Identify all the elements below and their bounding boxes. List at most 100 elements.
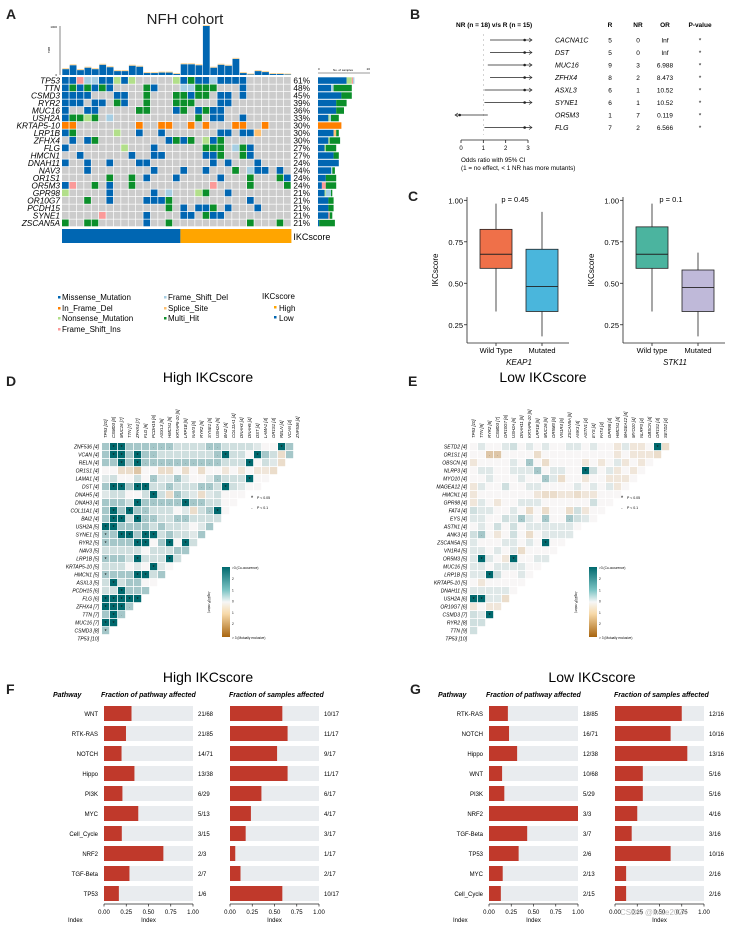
cooccurrence-cell bbox=[174, 515, 182, 523]
cooccurrence-cell bbox=[190, 475, 198, 483]
mutation-cell bbox=[247, 84, 254, 92]
cooccurrence-cell bbox=[526, 475, 534, 483]
mutation-cell bbox=[173, 197, 180, 204]
legend-swatch bbox=[58, 296, 61, 299]
mutation-cell bbox=[91, 92, 99, 99]
cooccurrence-cell bbox=[478, 483, 486, 491]
tmb-bar-cap bbox=[173, 73, 181, 75]
mutation-cell bbox=[136, 152, 143, 159]
mutation-cell bbox=[113, 144, 121, 152]
mutation-cell bbox=[91, 99, 99, 107]
cooccurrence-cell bbox=[494, 451, 502, 459]
cooccurrence-cell bbox=[166, 563, 174, 571]
pathway-fraction-label: 12/38 bbox=[583, 752, 599, 758]
pathway-label: TGF-Beta bbox=[72, 872, 99, 878]
cooccurrence-cell bbox=[110, 563, 118, 571]
cooccurrence-cell bbox=[182, 531, 190, 539]
box-iqr bbox=[479, 228, 513, 269]
mutation-cell bbox=[143, 129, 151, 137]
mutation-cell bbox=[247, 114, 254, 122]
mutation-cell bbox=[136, 197, 143, 204]
mutation-cell bbox=[113, 99, 121, 107]
forest-cell: 0 bbox=[636, 38, 640, 45]
mutation-cell bbox=[254, 99, 262, 107]
mutation-cell bbox=[173, 219, 180, 227]
cooccurrence-cell bbox=[470, 555, 478, 563]
mutation-cell bbox=[76, 167, 84, 174]
forest-point bbox=[523, 88, 526, 92]
cooccurrence-cell bbox=[622, 443, 630, 451]
mutation-cell bbox=[136, 84, 143, 92]
tmb-bar bbox=[232, 58, 240, 75]
cooccurrence-cell bbox=[102, 603, 110, 611]
mutation-cell bbox=[113, 122, 121, 129]
cooccurrence-cell bbox=[102, 451, 110, 459]
mutation-cell bbox=[180, 204, 188, 212]
cooccurrence-cell bbox=[206, 483, 214, 491]
cooccurrence-cell bbox=[134, 515, 142, 523]
cooccurrence-cell bbox=[134, 483, 142, 491]
mutation-cell bbox=[76, 84, 84, 92]
cooccurrence-cell bbox=[110, 515, 118, 523]
mutation-cell bbox=[84, 197, 91, 204]
cooccurrence-cell bbox=[142, 523, 150, 531]
mutation-cell bbox=[210, 114, 217, 122]
mutation-cell bbox=[69, 197, 77, 204]
forest-cell: * bbox=[699, 125, 702, 132]
cooccurrence-cell bbox=[198, 499, 206, 507]
cooccurrence-cell bbox=[582, 467, 590, 475]
mutation-cell bbox=[276, 84, 284, 92]
mutation-cell bbox=[247, 107, 254, 114]
mutation-cell bbox=[173, 182, 180, 189]
side-bar-segment bbox=[341, 92, 352, 99]
mutation-cell bbox=[69, 167, 77, 174]
cooccurrence-cell bbox=[510, 587, 518, 595]
cooccurrence-cell bbox=[150, 459, 158, 467]
box-gene-label: STK11 bbox=[663, 358, 687, 367]
mutation-cell bbox=[158, 182, 165, 189]
forest-arrow bbox=[528, 50, 533, 55]
significance-mark: * bbox=[137, 485, 140, 491]
cooccurrence-cell bbox=[182, 499, 190, 507]
mutation-cell bbox=[84, 92, 91, 99]
cooccurrence-cell bbox=[214, 443, 222, 451]
mutation-cell bbox=[276, 174, 284, 182]
cooccurrence-cell bbox=[574, 467, 582, 475]
mutation-cell bbox=[165, 144, 173, 152]
column-gene-label: VN1R4 [5] bbox=[559, 417, 564, 438]
cooccurrence-cell bbox=[166, 491, 174, 499]
cooccurrence-title: High IKCscore bbox=[163, 369, 253, 385]
sample-bar bbox=[230, 726, 288, 741]
cooccurrence-cell bbox=[198, 523, 206, 531]
row-gene-label: TTN [9] bbox=[450, 629, 467, 635]
pathway-bar bbox=[104, 786, 123, 801]
mutation-cell bbox=[202, 129, 210, 137]
mutation-cell bbox=[99, 84, 106, 92]
cooccurrence-cell bbox=[526, 483, 534, 491]
cooccurrence-cell bbox=[502, 531, 510, 539]
sample-bar-bg bbox=[230, 846, 319, 861]
cooccurrence-cell bbox=[478, 451, 486, 459]
cooccurrence-cell bbox=[222, 459, 230, 467]
row-gene-label: LRP1B [5] bbox=[444, 573, 467, 579]
gene-percent: 21% bbox=[293, 188, 310, 198]
cooccurrence-cell bbox=[582, 443, 590, 451]
cooccurrence-cell bbox=[278, 459, 286, 467]
row-gene-label: SETD2 [4] bbox=[444, 445, 468, 451]
side-bar-segment bbox=[329, 212, 333, 219]
cooccurrence-cell bbox=[126, 451, 134, 459]
mutation-cell bbox=[239, 137, 247, 144]
cooccurrence-cell bbox=[494, 587, 502, 595]
cooccurrence-cell bbox=[558, 539, 566, 547]
mutation-cell bbox=[121, 212, 128, 219]
mutation-cell bbox=[84, 144, 91, 152]
mutation-cell bbox=[173, 159, 180, 167]
cooccurrence-cell bbox=[142, 507, 150, 515]
gene-percent: 61% bbox=[293, 75, 310, 85]
column-gene-label: MAGEA12 [4] bbox=[623, 411, 628, 438]
mutation-cell bbox=[113, 159, 121, 167]
sample-fraction-label: 10/17 bbox=[324, 712, 340, 718]
panel-letter-g: G bbox=[410, 681, 421, 697]
mutation-cell bbox=[69, 99, 77, 107]
cooccurrence-cell bbox=[118, 443, 126, 451]
